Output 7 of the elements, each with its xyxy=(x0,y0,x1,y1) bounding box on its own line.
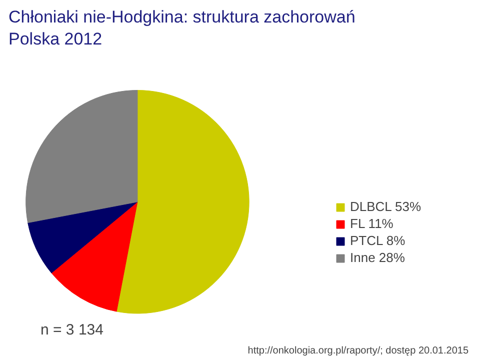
legend-label: FL 11% xyxy=(350,216,394,231)
text: http://onkologia.org.pl/raporty/; dostęp 20.01.2015 xyxy=(248,346,469,356)
chart-title: Chłoniaki nie-Hodgkina: struktura zachorowań Polska 2012 xyxy=(8,8,356,48)
legend-label: DLBCL 53% xyxy=(350,199,422,214)
legend-label: PTCL 8% xyxy=(350,233,406,248)
legend-label: Inne 28% xyxy=(350,250,405,265)
text: n = 3 134 xyxy=(40,322,104,338)
